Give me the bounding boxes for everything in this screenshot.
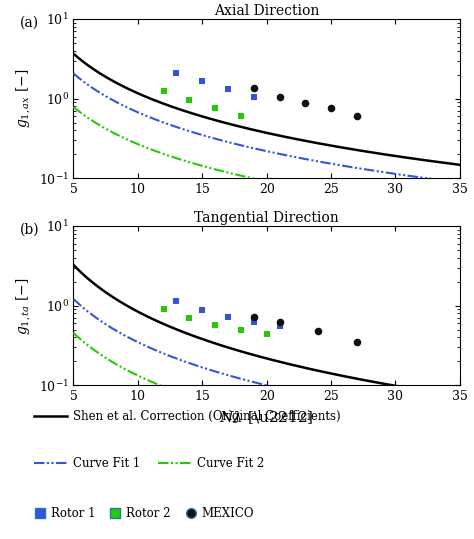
- Text: (b): (b): [19, 223, 39, 237]
- Point: [353, 338, 361, 347]
- Point: [276, 318, 283, 327]
- Point: [250, 84, 257, 93]
- X-axis label: $N\lambda$ [\u2212]: $N\lambda$ [\u2212]: [219, 409, 314, 426]
- Point: [160, 87, 167, 95]
- Point: [276, 93, 283, 101]
- Point: [353, 112, 361, 121]
- Title: Tangential Direction: Tangential Direction: [194, 211, 339, 225]
- Point: [160, 305, 167, 313]
- Title: Axial Direction: Axial Direction: [214, 4, 319, 18]
- Legend: Rotor 1, Rotor 2, MEXICO: Rotor 1, Rotor 2, MEXICO: [29, 502, 258, 525]
- Point: [250, 313, 257, 321]
- Point: [263, 330, 270, 338]
- Point: [250, 93, 257, 101]
- Legend: Shen et al. Correction (Original Coefficients): Shen et al. Correction (Original Coeffic…: [29, 405, 346, 428]
- Legend: Curve Fit 1, Curve Fit 2: Curve Fit 1, Curve Fit 2: [29, 452, 269, 475]
- Point: [314, 327, 322, 335]
- Point: [327, 104, 335, 113]
- Point: [301, 99, 309, 107]
- Point: [173, 68, 180, 77]
- Point: [224, 85, 232, 94]
- Y-axis label: $g_{1,ta}$ [−]: $g_{1,ta}$ [−]: [15, 277, 33, 335]
- Point: [185, 96, 193, 105]
- Point: [199, 306, 206, 314]
- Point: [237, 112, 245, 121]
- Text: (a): (a): [19, 16, 38, 30]
- Point: [211, 320, 219, 329]
- Point: [224, 313, 232, 321]
- Point: [185, 314, 193, 322]
- Point: [237, 326, 245, 334]
- Y-axis label: $g_{1,ax}$ [−]: $g_{1,ax}$ [−]: [15, 69, 33, 128]
- Point: [250, 318, 257, 327]
- Point: [211, 104, 219, 113]
- Point: [173, 296, 180, 305]
- Point: [276, 322, 283, 331]
- Point: [199, 77, 206, 86]
